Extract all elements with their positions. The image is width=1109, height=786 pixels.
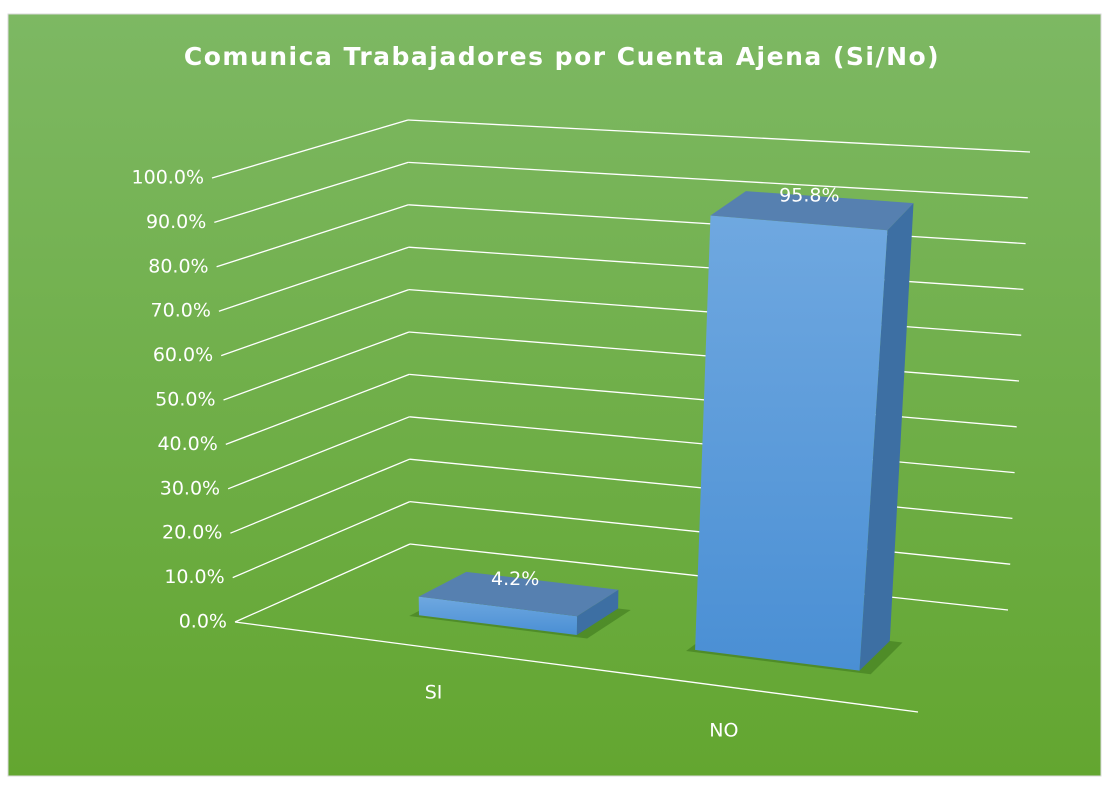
- y-tick-label: 80.0%: [148, 255, 208, 277]
- y-tick-label: 90.0%: [146, 211, 206, 233]
- y-tick-label: 40.0%: [157, 433, 217, 455]
- bar-front: [695, 215, 888, 671]
- grid-line: [225, 373, 410, 446]
- bar-top: [710, 191, 914, 231]
- y-tick-label: 70.0%: [151, 300, 211, 322]
- grid-line: [407, 119, 1031, 153]
- y-tick-label: 0.0%: [179, 611, 227, 633]
- x-axis: [234, 621, 919, 713]
- y-tick-label: 10.0%: [164, 566, 224, 588]
- bar: [409, 571, 631, 639]
- chart-area: [7, 13, 1102, 777]
- grid-line: [216, 204, 409, 268]
- value-label: 4.2%: [491, 568, 539, 590]
- bar-front: [418, 596, 578, 635]
- grid-line: [220, 288, 410, 357]
- bar-top: [418, 571, 619, 617]
- y-tick-label: 100.0%: [132, 167, 204, 189]
- x-tick-label: SI: [425, 681, 443, 703]
- x-tick-label: NO: [709, 720, 738, 742]
- y-tick-label: 60.0%: [153, 344, 213, 366]
- grid-line: [214, 161, 409, 224]
- bar-side: [576, 589, 619, 635]
- grid-line: [223, 331, 410, 401]
- y-tick-label: 30.0%: [160, 477, 220, 499]
- y-tick-label: 50.0%: [155, 389, 215, 411]
- bar: [686, 191, 914, 675]
- y-tick-label: 20.0%: [162, 522, 222, 544]
- grid-line: [227, 416, 410, 490]
- bar-side: [859, 203, 914, 671]
- grid-line: [218, 246, 409, 312]
- value-label: 95.8%: [779, 185, 839, 207]
- grid-line: [232, 501, 411, 579]
- grid-line: [211, 119, 409, 179]
- grid-line: [234, 543, 411, 623]
- chart-title: Comunica Trabajadores por Cuenta Ajena (…: [184, 42, 940, 71]
- grid-line: [230, 458, 410, 534]
- grid-line: [408, 161, 1028, 199]
